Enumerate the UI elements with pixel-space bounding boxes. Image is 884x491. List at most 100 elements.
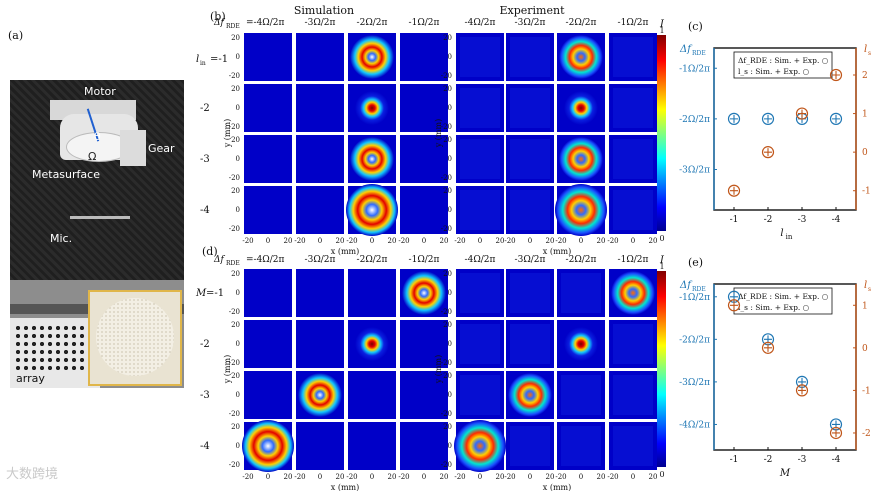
layer-b-sim-r0c0-bg (244, 33, 292, 81)
layer-b-xtick-6: 20 (597, 237, 606, 245)
layer-e-point-2-1 (764, 343, 772, 352)
layer-d-sim-r3c2-bg (348, 422, 396, 470)
layer-d-exp-r3c2-noise (561, 426, 601, 466)
layer-d-cb-title: I (659, 255, 665, 266)
panel-label-d: (d) (202, 245, 218, 258)
layer-b-exp-r3c3-noise (613, 190, 653, 230)
layer-b-ytick-exp: 20 (443, 85, 452, 93)
layer-c-legend-1: l_s : Sim. + Exp. ○ (738, 67, 809, 76)
layer-c-point-2-1 (764, 148, 772, 157)
layer-d-sim-r3c3-bg (400, 422, 448, 470)
array-label: array (16, 372, 45, 385)
layer-e-point-2-2 (798, 386, 806, 395)
layer-b-ytick: -20 (229, 174, 240, 182)
layer-c-ltick-label: -1Ω/2π (679, 64, 710, 74)
b-row-l: l (196, 54, 199, 65)
layer-b-xtick-5: 0 (528, 237, 532, 245)
layer-d-col-2: -2Ω/2π (357, 255, 388, 265)
layer-d-ytick-exp: -20 (441, 308, 452, 316)
layer-d-ytick: -20 (229, 359, 240, 367)
layer-d-ytick-exp: 0 (448, 289, 452, 297)
layer-b-ytick-exp: -20 (441, 225, 452, 233)
layer-d-sim-r2c1-mode (298, 373, 342, 417)
layer-d-ytick: -20 (229, 308, 240, 316)
layer-b-cb-min: 0 (659, 234, 664, 243)
layer-d-ylabel-exp: y (mm) (434, 355, 443, 384)
layer-b-exp-r2c2-mode (559, 137, 603, 181)
layer-c-point-3-2 (795, 107, 809, 120)
layer-d-col-0: =-4Ω/2π (246, 255, 285, 265)
layer-c-ltick-label: -2Ω/2π (679, 115, 710, 125)
layer-b-cb-title: I (659, 19, 665, 30)
layer-c-point-3-3 (829, 68, 843, 82)
layer-d-xtick-5: 20 (546, 473, 555, 481)
layer-d-ytick: 20 (231, 372, 240, 380)
layer-b-sim-r1c2-mode (355, 91, 389, 125)
layer-b-sim-r2c3-bg (400, 135, 448, 183)
layer-d-exp-r1c2-mode (564, 327, 598, 361)
layer-b-ytick-exp: 20 (443, 187, 452, 195)
layer-b-xtick-2: 20 (388, 237, 397, 245)
layer-d-sim-r1c0-bg (244, 320, 292, 368)
layer-b-ytick-exp: -20 (441, 72, 452, 80)
layer-d-exp-r3c0-mode (454, 420, 506, 472)
layer-e-xtick-label: -3 (798, 455, 807, 465)
layer-b-col-2: -2Ω/2π (357, 18, 388, 28)
layer-b-ytick-exp: 20 (443, 136, 452, 144)
layer-d-exp-r1c0-noise (460, 324, 500, 364)
layer-e-xtick-label: -1 (730, 455, 739, 465)
exp-header-b: Experiment (499, 4, 565, 17)
layer-d-xtick-4: 20 (496, 473, 505, 481)
layer-d-colorbar (657, 271, 666, 467)
layer-b-sim-r0c3-bg (400, 33, 448, 81)
layer-b-exp-r3c0-noise (460, 190, 500, 230)
layer-b-colorbar (657, 35, 666, 231)
layer-c-left-title: Δf (679, 44, 693, 55)
layer-e-point-3-0 (727, 299, 741, 312)
layer-b-col-1: -3Ω/2π (305, 18, 336, 28)
layer-b-sim-r0c1-bg (296, 33, 344, 81)
layer-b-exp-r0c1-noise (510, 37, 550, 77)
layer-d-ytick: 20 (231, 423, 240, 431)
layer-b-ytick: -20 (229, 123, 240, 131)
layer-b-exp-r2c3-noise (613, 139, 653, 179)
layer-b-xtick-7: 0 (631, 237, 635, 245)
layer-b-xtick-6: 0 (579, 237, 583, 245)
layer-c-point-1-0 (727, 112, 741, 125)
omega-label: Ω (88, 150, 97, 163)
microphone (70, 216, 130, 219)
layer-b-xtick-3: -20 (398, 237, 409, 245)
layer-b-expcol-1: -3Ω/2π (515, 18, 546, 28)
layer-c-point-2-2 (798, 109, 806, 118)
layer-c-point-1-1 (761, 112, 775, 125)
layer-d-sim-r0c2-bg (348, 269, 396, 317)
layer-d-xtick-3: -20 (398, 473, 409, 481)
layer-b-row-label-1: -2 (200, 103, 210, 114)
layer-d-df-label: Δf (213, 255, 225, 265)
layer-e-right-title-sub: s (868, 286, 871, 293)
layer-d-xtick-1: -20 (294, 473, 305, 481)
layer-b-ytick-exp: 0 (448, 206, 452, 214)
layer-c-xtick-label: -2 (764, 215, 773, 225)
layer-b-exp-r3c2-mode (555, 184, 607, 236)
layer-c-point-0-1 (764, 114, 772, 123)
layer-b-xlabel-sim: x (mm) (331, 247, 359, 256)
layer-b-expcol-0: -4Ω/2π (465, 18, 496, 28)
layer-b-exp-r3c1-noise (510, 190, 550, 230)
layer-d-row-label-3: -4 (200, 441, 210, 452)
layer-c-xlabel-sub: in (786, 233, 793, 241)
speaker-array (14, 324, 98, 374)
layer-b-sim-r3c3-bg (400, 186, 448, 234)
layer-d-ytick: 0 (236, 340, 240, 348)
layer-e-rtick-label: -2 (862, 429, 871, 439)
layer-d-exp-r1c1-noise (510, 324, 550, 364)
layer-b-xtick-0: 0 (266, 237, 270, 245)
layer-d-sim-r1c1-bg (296, 320, 344, 368)
layer-b-ytick: 0 (236, 206, 240, 214)
layer-d-xtick-6: 0 (579, 473, 583, 481)
layer-c-point-2-3 (832, 71, 840, 79)
layer-b-ylabel-sim: y (mm) (223, 119, 232, 148)
layer-b-ytick: 20 (231, 136, 240, 144)
layer-e-ltick-label: -3Ω/2π (679, 378, 710, 388)
